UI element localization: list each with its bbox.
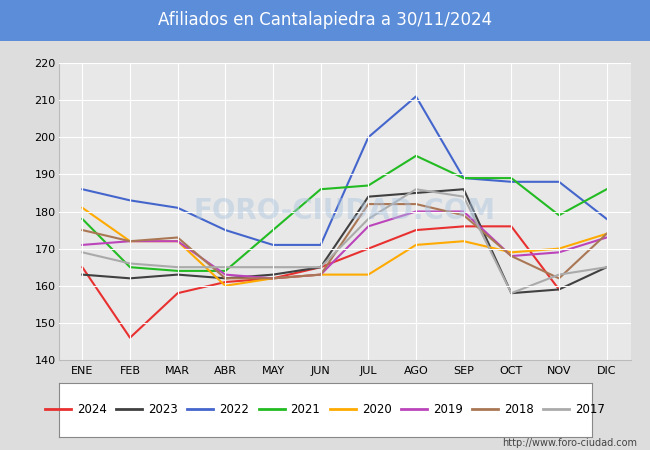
Text: FORO-CIUDAD.COM: FORO-CIUDAD.COM	[194, 198, 495, 225]
Text: Afiliados en Cantalapiedra a 30/11/2024: Afiliados en Cantalapiedra a 30/11/2024	[158, 11, 492, 29]
Legend: 2024, 2023, 2022, 2021, 2020, 2019, 2018, 2017: 2024, 2023, 2022, 2021, 2020, 2019, 2018…	[40, 398, 610, 421]
Text: http://www.foro-ciudad.com: http://www.foro-ciudad.com	[502, 438, 637, 448]
